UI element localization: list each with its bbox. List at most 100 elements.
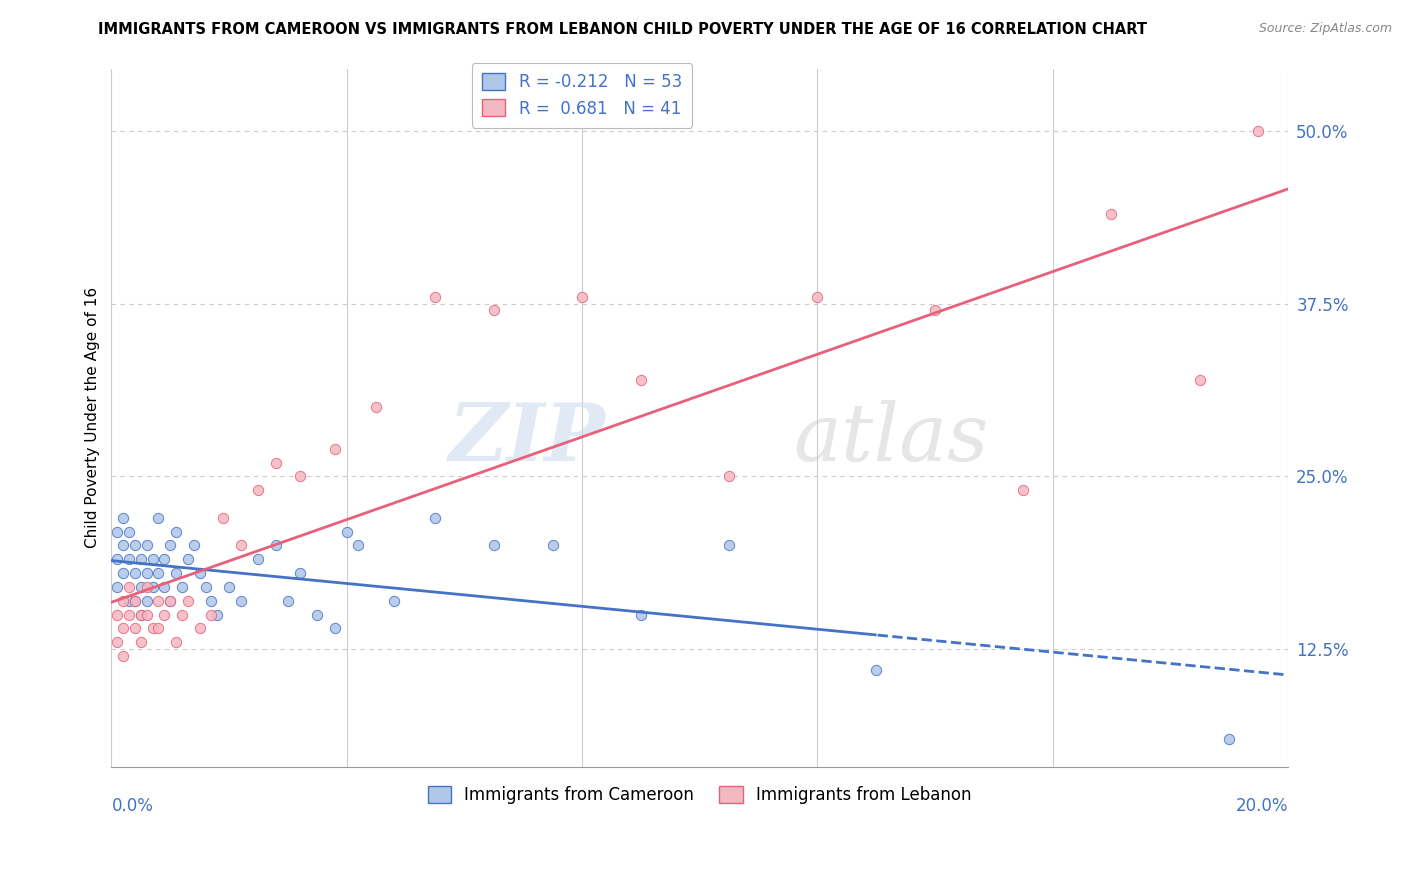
Point bbox=[112, 566, 135, 580]
Point bbox=[142, 580, 165, 594]
Legend: Immigrants from Cameroon, Immigrants from Lebanon: Immigrants from Cameroon, Immigrants fro… bbox=[422, 780, 979, 811]
Point bbox=[288, 469, 311, 483]
Point bbox=[129, 607, 152, 622]
Point bbox=[124, 621, 146, 635]
Point bbox=[924, 303, 946, 318]
Point bbox=[718, 469, 741, 483]
Point bbox=[170, 580, 193, 594]
Point bbox=[170, 607, 193, 622]
Point bbox=[129, 607, 152, 622]
Point bbox=[200, 607, 222, 622]
Point bbox=[366, 401, 388, 415]
Point bbox=[118, 593, 141, 607]
Point bbox=[105, 552, 128, 566]
Text: 20.0%: 20.0% bbox=[1236, 797, 1288, 815]
Point bbox=[1247, 124, 1270, 138]
Point bbox=[129, 580, 152, 594]
Point bbox=[347, 538, 370, 552]
Point bbox=[159, 593, 181, 607]
Point bbox=[630, 607, 652, 622]
Point bbox=[229, 593, 252, 607]
Point bbox=[806, 290, 828, 304]
Point bbox=[148, 593, 170, 607]
Point bbox=[135, 580, 157, 594]
Point bbox=[124, 593, 146, 607]
Point bbox=[177, 552, 200, 566]
Point bbox=[124, 593, 146, 607]
Point bbox=[630, 373, 652, 387]
Point bbox=[112, 538, 135, 552]
Point bbox=[148, 566, 170, 580]
Point bbox=[264, 538, 287, 552]
Text: ZIP: ZIP bbox=[449, 400, 606, 477]
Point bbox=[118, 580, 141, 594]
Point bbox=[336, 524, 359, 539]
Point bbox=[177, 593, 200, 607]
Point bbox=[288, 566, 311, 580]
Point bbox=[142, 552, 165, 566]
Point bbox=[382, 593, 405, 607]
Point bbox=[188, 621, 211, 635]
Point bbox=[135, 607, 157, 622]
Point bbox=[323, 621, 346, 635]
Point bbox=[1218, 731, 1240, 746]
Point bbox=[1012, 483, 1035, 498]
Point bbox=[323, 442, 346, 456]
Point bbox=[1099, 207, 1122, 221]
Point bbox=[153, 580, 176, 594]
Point bbox=[541, 538, 564, 552]
Point bbox=[207, 607, 229, 622]
Point bbox=[1188, 373, 1211, 387]
Point bbox=[165, 566, 187, 580]
Point bbox=[482, 303, 505, 318]
Point bbox=[188, 566, 211, 580]
Point bbox=[153, 607, 176, 622]
Point bbox=[865, 663, 887, 677]
Point bbox=[124, 566, 146, 580]
Point bbox=[277, 593, 299, 607]
Point bbox=[482, 538, 505, 552]
Point bbox=[105, 580, 128, 594]
Point bbox=[112, 593, 135, 607]
Point bbox=[124, 538, 146, 552]
Y-axis label: Child Poverty Under the Age of 16: Child Poverty Under the Age of 16 bbox=[86, 287, 100, 549]
Point bbox=[129, 635, 152, 649]
Point bbox=[423, 290, 446, 304]
Point bbox=[153, 552, 176, 566]
Point bbox=[212, 510, 235, 524]
Point bbox=[159, 593, 181, 607]
Point bbox=[112, 510, 135, 524]
Point bbox=[105, 635, 128, 649]
Point bbox=[159, 538, 181, 552]
Point bbox=[118, 607, 141, 622]
Point bbox=[112, 621, 135, 635]
Point bbox=[135, 593, 157, 607]
Point bbox=[118, 524, 141, 539]
Point bbox=[165, 524, 187, 539]
Point bbox=[129, 552, 152, 566]
Point bbox=[112, 648, 135, 663]
Point bbox=[105, 524, 128, 539]
Point bbox=[200, 593, 222, 607]
Point bbox=[571, 290, 593, 304]
Text: Source: ZipAtlas.com: Source: ZipAtlas.com bbox=[1258, 22, 1392, 36]
Point bbox=[118, 552, 141, 566]
Text: atlas: atlas bbox=[794, 400, 990, 477]
Point bbox=[148, 621, 170, 635]
Point bbox=[135, 566, 157, 580]
Point bbox=[142, 621, 165, 635]
Point bbox=[194, 580, 217, 594]
Point bbox=[183, 538, 205, 552]
Point bbox=[135, 538, 157, 552]
Text: 0.0%: 0.0% bbox=[111, 797, 153, 815]
Point bbox=[229, 538, 252, 552]
Point bbox=[264, 456, 287, 470]
Point bbox=[148, 510, 170, 524]
Text: IMMIGRANTS FROM CAMEROON VS IMMIGRANTS FROM LEBANON CHILD POVERTY UNDER THE AGE : IMMIGRANTS FROM CAMEROON VS IMMIGRANTS F… bbox=[98, 22, 1147, 37]
Point bbox=[247, 552, 270, 566]
Point bbox=[165, 635, 187, 649]
Point bbox=[307, 607, 329, 622]
Point bbox=[105, 607, 128, 622]
Point bbox=[218, 580, 240, 594]
Point bbox=[718, 538, 741, 552]
